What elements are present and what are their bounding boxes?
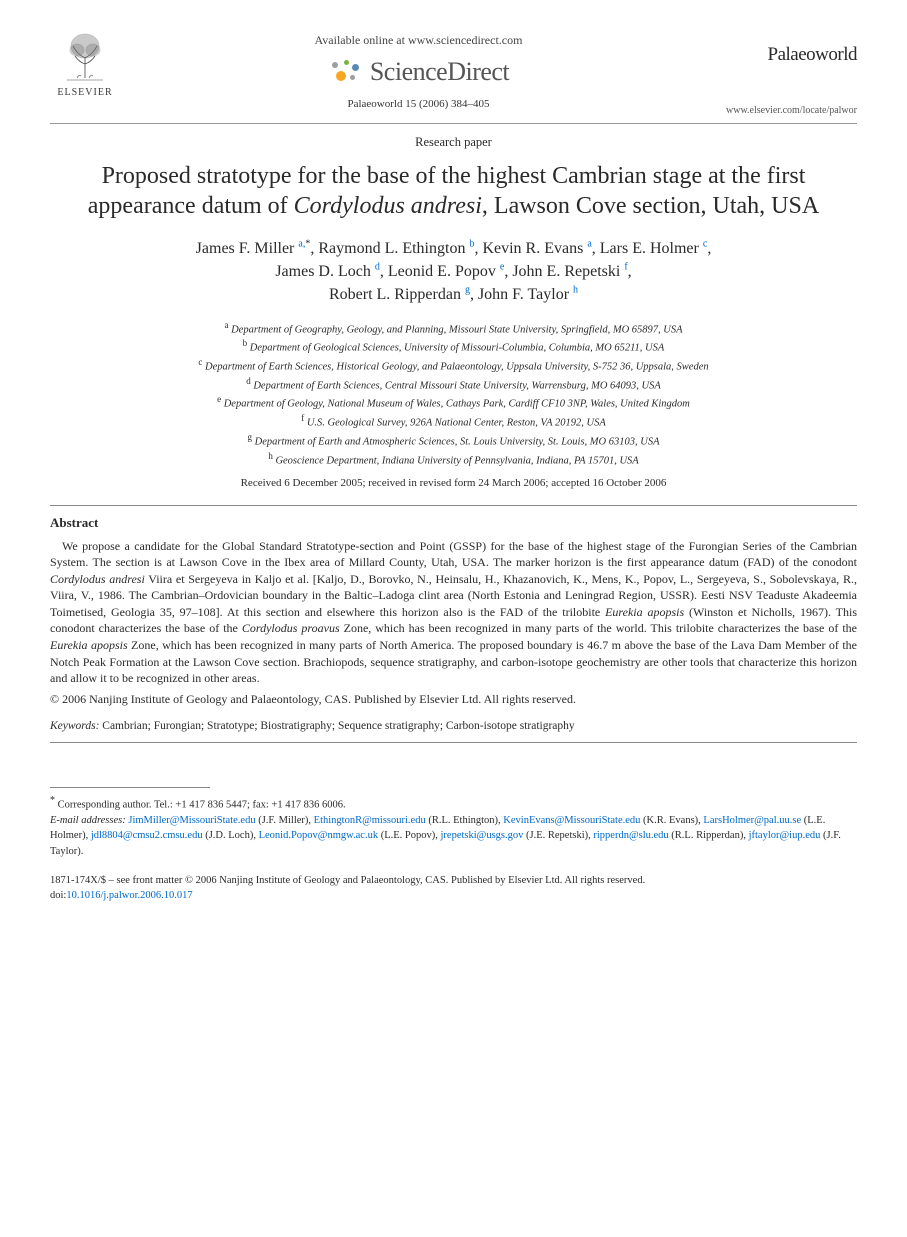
copyright-line: © 2006 Nanjing Institute of Geology and …: [50, 691, 857, 707]
email-who: (R.L. Ripperdan),: [669, 830, 749, 841]
author: Kevin R. Evans a: [482, 240, 591, 257]
affil-sup: c: [198, 357, 202, 367]
sciencedirect-logo: ScienceDirect: [120, 54, 717, 89]
author-affil-sup: g: [465, 285, 470, 296]
abstract-text: Zone, which has been recognized in many …: [50, 638, 857, 685]
affil-sup: e: [217, 394, 221, 404]
corr-label: Corresponding author. Tel.: +1 417 836 5…: [58, 800, 346, 811]
email-link[interactable]: JimMiller@MissouriState.edu: [128, 815, 255, 826]
title-post: , Lawson Cove section, Utah, USA: [482, 193, 819, 219]
keywords-bottom-rule: [50, 742, 857, 743]
author: Leonid E. Popov e: [388, 263, 504, 280]
sciencedirect-text: ScienceDirect: [370, 54, 509, 89]
affiliation: g Department of Earth and Atmospheric Sc…: [50, 431, 857, 450]
paper-type: Research paper: [50, 134, 857, 151]
doi-line: doi:10.1016/j.palwor.2006.10.017: [50, 888, 857, 903]
email-who: (R.L. Ethington),: [426, 815, 504, 826]
email-link[interactable]: ripperdn@slu.edu: [593, 830, 668, 841]
affiliation: b Department of Geological Sciences, Uni…: [50, 337, 857, 356]
author-affil-sup: f: [624, 262, 627, 273]
abstract-text: Zone, which has been recognized in many …: [340, 621, 857, 635]
email-link[interactable]: LarsHolmer@pal.uu.se: [703, 815, 801, 826]
author-affil-sup: b: [469, 239, 474, 250]
footnote-rule: [50, 787, 210, 788]
affil-sup: g: [247, 432, 252, 442]
abstract-top-rule: [50, 505, 857, 506]
author-affil-sup: a: [587, 239, 591, 250]
author: John F. Taylor h: [478, 286, 578, 303]
journal-logo-block: Palaeoworld www.elsevier.com/locate/palw…: [717, 28, 857, 117]
bottom-block: 1871-174X/$ – see front matter © 2006 Na…: [50, 873, 857, 903]
abstract-italic: Eurekia apopsis: [50, 638, 128, 652]
affil-sup: f: [301, 413, 304, 423]
affil-sup: a: [224, 320, 228, 330]
email-who: (J.F. Miller),: [256, 815, 314, 826]
authors-block: James F. Miller a,*, Raymond L. Ethingto…: [80, 237, 827, 307]
abstract-italic: Eurekia apopsis: [605, 605, 684, 619]
dates-line: Received 6 December 2005; received in re…: [50, 476, 857, 491]
abstract-heading: Abstract: [50, 514, 857, 532]
journal-url: www.elsevier.com/locate/palwor: [717, 104, 857, 118]
author-affil-sup: c: [703, 239, 707, 250]
journal-citation: Palaeoworld 15 (2006) 384–405: [120, 97, 717, 112]
keywords-text: Cambrian; Furongian; Stratotype; Biostra…: [102, 720, 574, 732]
author: James D. Loch d: [275, 263, 380, 280]
author-affil-sup: e: [500, 262, 504, 273]
abstract-body: We propose a candidate for the Global St…: [50, 538, 857, 687]
header-row: ELSEVIER Available online at www.science…: [50, 28, 857, 117]
author-corr-star: *: [305, 239, 310, 250]
affiliation: h Geoscience Department, Indiana Univers…: [50, 450, 857, 469]
email-who: (K.R. Evans),: [640, 815, 703, 826]
doi-link[interactable]: 10.1016/j.palwor.2006.10.017: [66, 890, 192, 901]
email-label: E-mail addresses:: [50, 815, 126, 826]
elsevier-tree-icon: [57, 28, 113, 84]
elsevier-logo: ELSEVIER: [50, 28, 120, 100]
title-species: Cordylodus andresi: [294, 193, 482, 219]
author: Raymond L. Ethington b: [318, 240, 474, 257]
email-who: (J.E. Repetski),: [523, 830, 593, 841]
author: John E. Repetski f: [512, 263, 627, 280]
affil-sup: b: [243, 338, 248, 348]
emails-line: E-mail addresses: JimMiller@MissouriStat…: [50, 813, 857, 859]
author: James F. Miller a,*: [196, 240, 311, 257]
affiliation: e Department of Geology, National Museum…: [50, 393, 857, 412]
keywords-line: Keywords: Cambrian; Furongian; Stratotyp…: [50, 719, 857, 735]
author-affil-sup: d: [375, 262, 380, 273]
email-link[interactable]: jrepetski@usgs.gov: [441, 830, 524, 841]
affil-sup: h: [268, 451, 273, 461]
header-rule: [50, 123, 857, 124]
affiliation: c Department of Earth Sciences, Historic…: [50, 356, 857, 375]
corr-star: *: [50, 795, 55, 806]
available-online-text: Available online at www.sciencedirect.co…: [120, 32, 717, 48]
front-matter-line: 1871-174X/$ – see front matter © 2006 Na…: [50, 873, 857, 888]
center-header: Available online at www.sciencedirect.co…: [120, 28, 717, 112]
affiliation: d Department of Earth Sciences, Central …: [50, 375, 857, 394]
author: Robert L. Ripperdan g: [329, 286, 470, 303]
email-link[interactable]: Leonid.Popov@nmgw.ac.uk: [259, 830, 379, 841]
abstract-italic: Cordylodus andresi: [50, 572, 145, 586]
abstract-italic: Cordylodus proavus: [242, 621, 340, 635]
journal-name: Palaeoworld: [717, 42, 857, 68]
footnotes-block: * Corresponding author. Tel.: +1 417 836…: [50, 794, 857, 858]
affiliation: f U.S. Geological Survey, 926A National …: [50, 412, 857, 431]
email-link[interactable]: jftaylor@iup.edu: [749, 830, 821, 841]
affil-sup: d: [246, 376, 251, 386]
sciencedirect-dots-icon: [328, 60, 362, 84]
affiliation: a Department of Geography, Geology, and …: [50, 319, 857, 338]
author-affil-sup: h: [573, 285, 578, 296]
email-link[interactable]: jdl8804@cmsu2.cmsu.edu: [91, 830, 203, 841]
email-link[interactable]: KevinEvans@MissouriState.edu: [503, 815, 640, 826]
author: Lars E. Holmer c: [600, 240, 708, 257]
email-who: (L.E. Popov),: [378, 830, 440, 841]
abstract-text: We propose a candidate for the Global St…: [50, 539, 857, 570]
doi-label: doi:: [50, 890, 66, 901]
affiliations-block: a Department of Geography, Geology, and …: [50, 319, 857, 469]
paper-title: Proposed stratotype for the base of the …: [70, 161, 837, 221]
email-who: (J.D. Loch),: [203, 830, 259, 841]
email-link[interactable]: EthingtonR@missouri.edu: [314, 815, 426, 826]
corresponding-author-line: * Corresponding author. Tel.: +1 417 836…: [50, 794, 857, 813]
keywords-label: Keywords:: [50, 720, 99, 732]
elsevier-label: ELSEVIER: [57, 86, 112, 100]
